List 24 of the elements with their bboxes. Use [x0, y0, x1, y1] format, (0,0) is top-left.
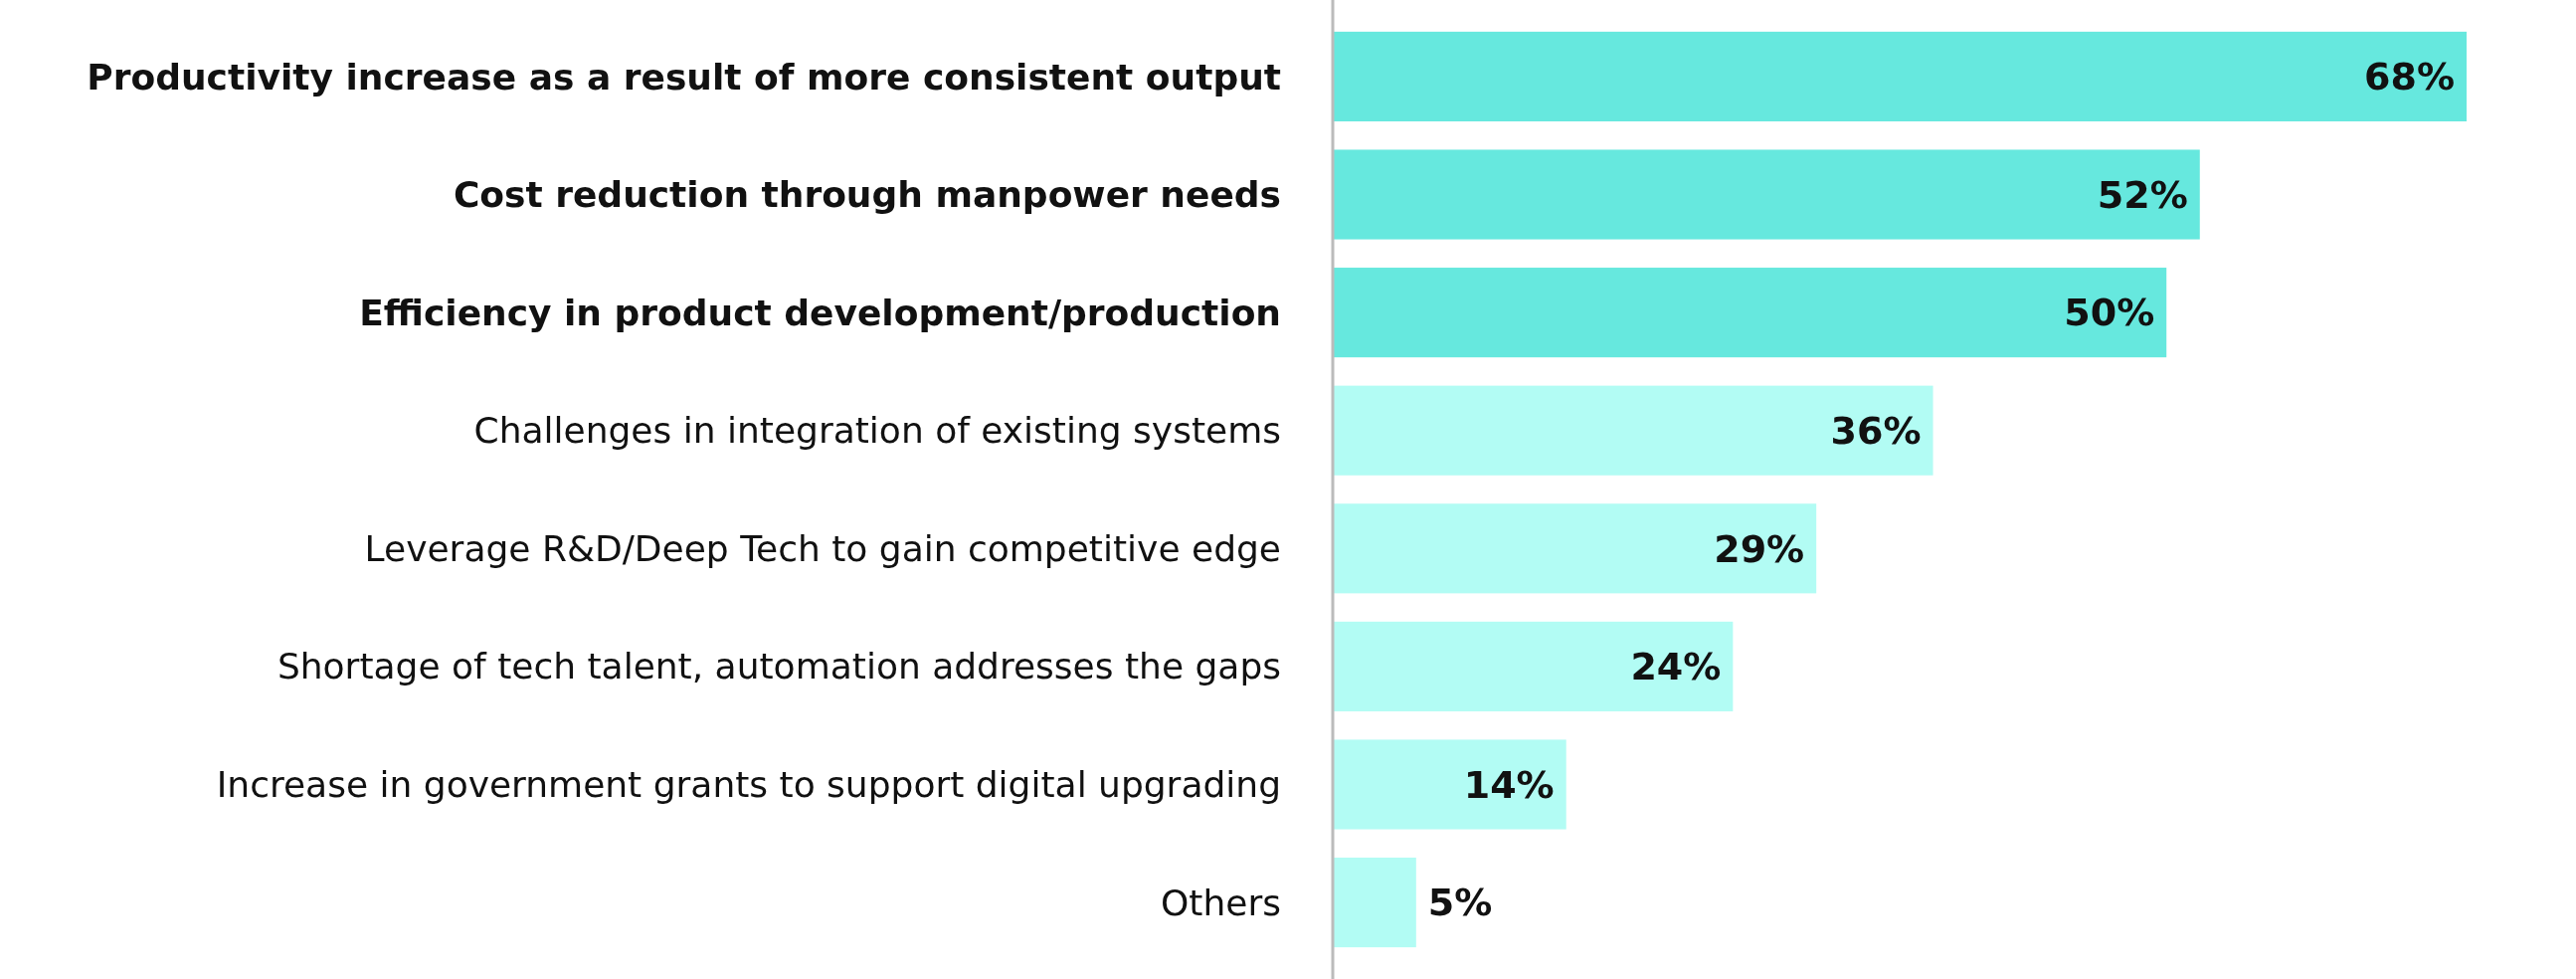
y-tick-label: Others	[1161, 881, 1281, 923]
y-tick-label: Shortage of tech talent, automation addresses the gaps	[276, 646, 1281, 687]
bar	[1333, 268, 2167, 358]
y-tick-label: Productivity increase as a result of more consistent output	[87, 56, 1281, 98]
bar	[1333, 385, 1933, 476]
bar	[1333, 503, 1817, 594]
data-label: 36%	[1830, 409, 1922, 453]
data-label: 68%	[2364, 55, 2455, 99]
bar	[1333, 31, 2467, 121]
bar	[1333, 858, 1416, 948]
bar	[1333, 149, 2200, 240]
y-tick-label: Cost reduction through manpower needs	[453, 174, 1281, 216]
y-tick-label: Leverage R&D/Deep Tech to gain competitive edge	[364, 527, 1281, 569]
data-label: 5%	[1427, 881, 1493, 925]
data-label: 52%	[2097, 172, 2188, 217]
y-tick-label: Efficiency in product development/production	[359, 292, 1281, 333]
bar	[1333, 739, 1566, 830]
data-label: 24%	[1630, 645, 1722, 689]
y-tick-label: Increase in government grants to support digital upgrading	[216, 764, 1281, 806]
data-label: 29%	[1714, 526, 1805, 571]
data-label: 50%	[2064, 291, 2155, 335]
bar	[1333, 621, 1734, 711]
y-tick-label: Challenges in integration of existing systems	[473, 410, 1281, 452]
data-label: 14%	[1463, 762, 1555, 807]
